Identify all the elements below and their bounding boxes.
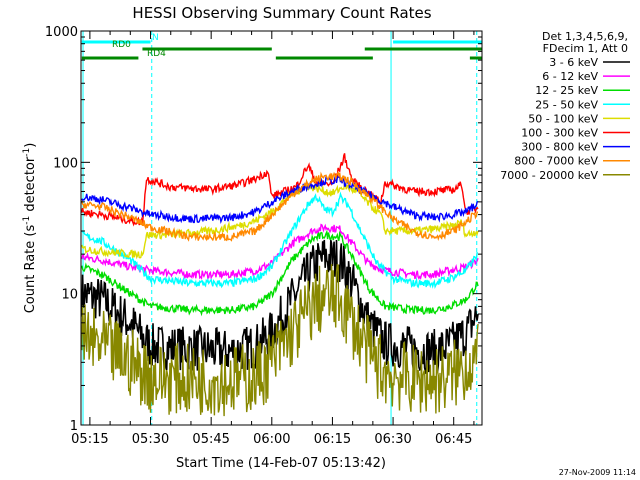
plot-frame [80,30,483,426]
series-line-7 [81,170,478,242]
series-line-8 [81,264,479,417]
flag-label-rd4: RD4 [147,49,166,59]
legend-label-1: 6 - 12 keV [542,70,598,83]
x-tick-label-5: 06:30 [374,432,411,447]
y-axis-label: Count Rate (s-1 detector-1) [22,143,38,314]
y-label-sup2: -1 [22,148,32,157]
legend-header-0: Det 1,3,4,5,6,9, [542,30,628,43]
x-tick-label-0: 05:15 [71,432,108,447]
y-label-sup1: -1 [22,216,32,225]
legend: Det 1,3,4,5,6,9,FDecim 1, Att 03 - 6 keV… [500,30,630,182]
legend-header-1: FDecim 1, Att 0 [543,42,628,55]
legend-label-3: 25 - 50 keV [535,98,598,111]
chart-title: HESSI Observing Summary Count Rates [132,4,431,22]
series-line-0 [81,239,479,375]
x-tick-label-1: 05:30 [132,432,169,447]
x-tick-label-2: 05:45 [192,432,229,447]
legend-label-4: 50 - 100 keV [528,112,598,125]
axes-ticks: 1 10 100 1000 05:15 05:30 05:45 06:00 06:15 06:30… [45,25,482,447]
series-line-4 [81,182,479,260]
footer-timestamp: 27-Nov-2009 11:14 [559,468,636,477]
x-tick-label-6: 06:45 [435,432,472,447]
series-line-3 [81,191,479,289]
y-label-main: Count Rate (s [23,225,38,314]
legend-label-8: 7000 - 20000 keV [500,169,598,182]
svg-text:Count Rate (s-1 detector-1): Count Rate (s-1 detector-1) [22,143,38,314]
y-tick-label-1: 10 [61,288,78,303]
series-line-6 [81,175,479,225]
x-tick-label-4: 06:15 [314,432,351,447]
legend-label-5: 100 - 300 keV [521,127,598,140]
y-tick-label-2: 100 [53,156,78,171]
x-tick-label-3: 06:00 [253,432,290,447]
series-layer [81,153,479,417]
flag-label-rd0: RD0 [112,40,131,50]
flag-label-n: N [152,33,159,43]
series-line-5 [81,153,479,227]
legend-label-7: 800 - 7000 keV [514,155,598,168]
x-axis-label: Start Time (14-Feb-07 05:13:42) [176,456,386,471]
legend-label-2: 12 - 25 keV [535,84,598,97]
y-tick-label-0: 1 [70,419,78,434]
flag-bars: N RD0 RD4 [81,33,482,60]
series-line-2 [81,229,479,317]
y-tick-label-3: 1000 [45,25,78,40]
y-label-end: ) [23,143,38,148]
legend-label-6: 300 - 800 keV [521,141,598,154]
y-label-mid: detector [23,156,38,216]
legend-label-0: 3 - 6 keV [549,56,598,69]
